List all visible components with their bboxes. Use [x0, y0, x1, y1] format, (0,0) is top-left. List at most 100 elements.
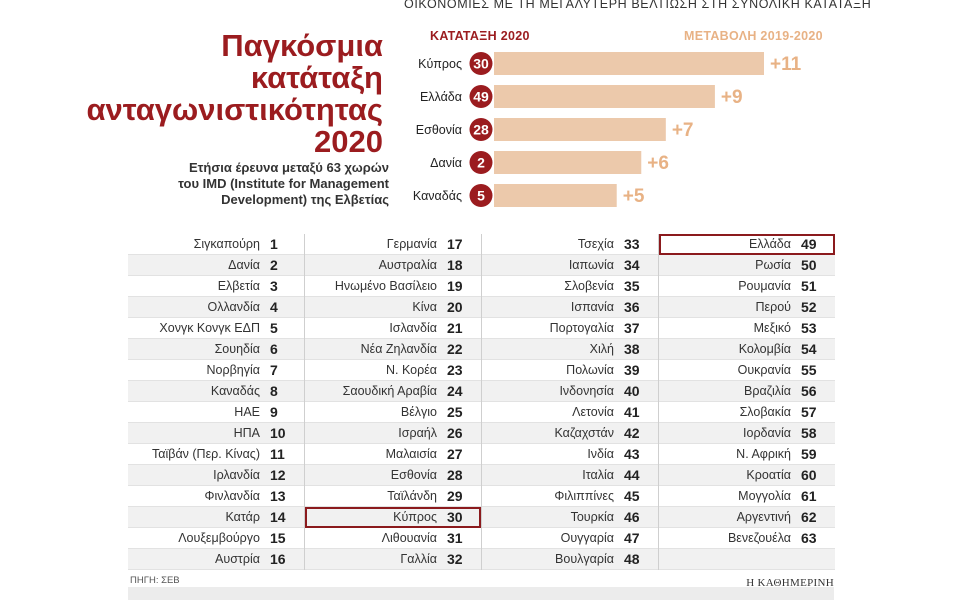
country-rank: 36	[624, 299, 640, 315]
table-row: Κροατία 60	[659, 465, 835, 486]
country-name: Αυστρία	[215, 552, 260, 566]
table-row: Αργεντινή 62	[659, 507, 835, 528]
table-row: Δανία 2	[128, 255, 304, 276]
country-rank: 4	[270, 299, 278, 315]
country-name: Χιλή	[589, 342, 614, 356]
country-rank: 51	[801, 278, 817, 294]
table-row: Φινλανδία 13	[128, 486, 304, 507]
country-name: Ρουμανία	[738, 279, 791, 293]
rank-header: ΚΑΤΑΤΑΞΗ 2020	[430, 29, 530, 43]
country-name: Νέα Ζηλανδία	[360, 342, 437, 356]
table-row: Χιλή 38	[482, 339, 658, 360]
table-row: Ιορδανία 58	[659, 423, 835, 444]
table-row: Τσεχία 33	[482, 234, 658, 255]
top-banner: ΟΙΚΟΝΟΜΙΕΣ ΜΕ ΤΗ ΜΕΓΑΛΥΤΕΡΗ ΒΕΛΤΙΩΣΗ ΣΤΗ…	[404, 0, 872, 11]
country-name: Ν. Κορέα	[385, 363, 437, 377]
table-row: Ελλάδα 49	[659, 234, 835, 255]
country-name: Βραζιλία	[744, 384, 791, 398]
country-rank: 30	[447, 509, 463, 525]
table-row: Λετονία 41	[482, 402, 658, 423]
subtitle-line: Development) της Ελβετίας	[221, 192, 389, 207]
country-name: Γερμανία	[386, 237, 437, 251]
country-rank: 47	[624, 530, 640, 546]
bar-3	[494, 118, 666, 141]
country-rank: 24	[447, 383, 463, 399]
table-row: Νέα Ζηλανδία 22	[305, 339, 481, 360]
publisher-logo: Η ΚΑΘΗΜΕΡΙΝΗ	[746, 577, 834, 589]
country-name: Πολωνία	[566, 363, 614, 377]
country-name: Δανία	[228, 258, 260, 272]
table-row: Εσθονία 28	[305, 465, 481, 486]
country-name: Ιαπωνία	[568, 258, 614, 272]
country-rank: 11	[270, 446, 285, 462]
table-row: Ρουμανία 51	[659, 276, 835, 297]
country-name: Πορτογαλία	[549, 321, 614, 335]
country-rank: 22	[447, 341, 463, 357]
table-row: Ελβετία 3	[128, 276, 304, 297]
country-name: Καναδάς	[210, 384, 260, 398]
country-name: Τουρκία	[570, 510, 614, 524]
country-name: Σουηδία	[214, 342, 260, 356]
country-name: Κατάρ	[225, 510, 260, 524]
title-line: Παγκόσμια	[221, 28, 383, 63]
table-row: Πορτογαλία 37	[482, 318, 658, 339]
table-row: ΗΑΕ 9	[128, 402, 304, 423]
country-rank: 45	[624, 488, 640, 504]
country-name: Νορβηγία	[206, 363, 261, 377]
country-rank: 60	[801, 467, 817, 483]
table-row: Φιλιππίνες 45	[482, 486, 658, 507]
country-rank: 52	[801, 299, 817, 315]
subtitle-line: Ετήσια έρευνα μεταξύ 63 χωρών	[188, 160, 389, 175]
bar-5	[494, 184, 617, 207]
country-name: Βουλγαρία	[555, 552, 614, 566]
country-rank: 53	[801, 320, 817, 336]
country-rank: 12	[270, 467, 286, 483]
table-row: Κίνα 20	[305, 297, 481, 318]
country-rank: 63	[801, 530, 817, 546]
ranking-column: Τσεχία 33 Ιαπωνία 34 Σλοβενία 35 Ισπανία 36 Πορτ…	[481, 234, 658, 570]
table-row	[659, 549, 835, 570]
country-rank: 57	[801, 404, 817, 420]
table-row: Βραζιλία 56	[659, 381, 835, 402]
table-row: Ρωσία 50	[659, 255, 835, 276]
country-name: Ινδονησία	[559, 384, 614, 398]
country-rank: 1	[270, 236, 278, 252]
ranking-column: Γερμανία 17 Αυστραλία 18 Ηνωμένο Βασίλειο 19 Κ…	[304, 234, 481, 570]
country-rank: 25	[447, 404, 463, 420]
country-rank: 5	[270, 320, 278, 336]
table-row: Ιρλανδία 12	[128, 465, 304, 486]
bar-2	[494, 85, 715, 108]
table-row: Νορβηγία 7	[128, 360, 304, 381]
country-name: Σαουδική Αραβία	[342, 384, 437, 398]
country-name: Ταϊβάν (Περ. Κίνας)	[151, 447, 260, 461]
country-name: Ουγγαρία	[560, 531, 614, 545]
chart-subtitle: Ετήσια έρευνα μεταξύ 63 χωρών του IMD (I…	[129, 160, 389, 208]
table-row: Ν. Αφρική 59	[659, 444, 835, 465]
table-row: Σιγκαπούρη 1	[128, 234, 304, 255]
bar-category-label: Εσθονία	[416, 123, 462, 137]
table-row: Ιταλία 44	[482, 465, 658, 486]
country-name: Ισλανδία	[389, 321, 437, 335]
country-rank: 3	[270, 278, 278, 294]
country-rank: 39	[624, 362, 640, 378]
country-name: Σιγκαπούρη	[193, 237, 260, 251]
source-note: ΠΗΓΗ: ΣΕΒ	[130, 575, 180, 586]
country-name: Κίνα	[412, 300, 437, 314]
table-row: Ισραήλ 26	[305, 423, 481, 444]
country-name: Λετονία	[572, 405, 614, 419]
country-name: Ιταλία	[582, 468, 614, 482]
country-name: Φινλανδία	[204, 489, 261, 503]
table-row: ΗΠΑ 10	[128, 423, 304, 444]
country-rank: 32	[447, 551, 463, 567]
country-name: Ρωσία	[755, 258, 791, 272]
country-name: Κροατία	[746, 468, 791, 482]
country-name: Ισπανία	[570, 300, 614, 314]
country-rank: 9	[270, 404, 278, 420]
country-rank: 46	[624, 509, 640, 525]
country-rank: 2	[270, 257, 278, 273]
table-row: Μαλαισία 27	[305, 444, 481, 465]
country-rank: 16	[270, 551, 286, 567]
table-row: Ουκρανία 55	[659, 360, 835, 381]
table-row: Αυστρία 16	[128, 549, 304, 570]
change-header: ΜΕΤΑΒΟΛΗ 2019-2020	[684, 29, 823, 43]
